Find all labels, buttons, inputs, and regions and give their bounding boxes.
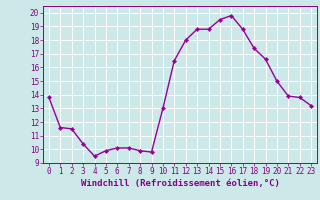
X-axis label: Windchill (Refroidissement éolien,°C): Windchill (Refroidissement éolien,°C)	[81, 179, 279, 188]
